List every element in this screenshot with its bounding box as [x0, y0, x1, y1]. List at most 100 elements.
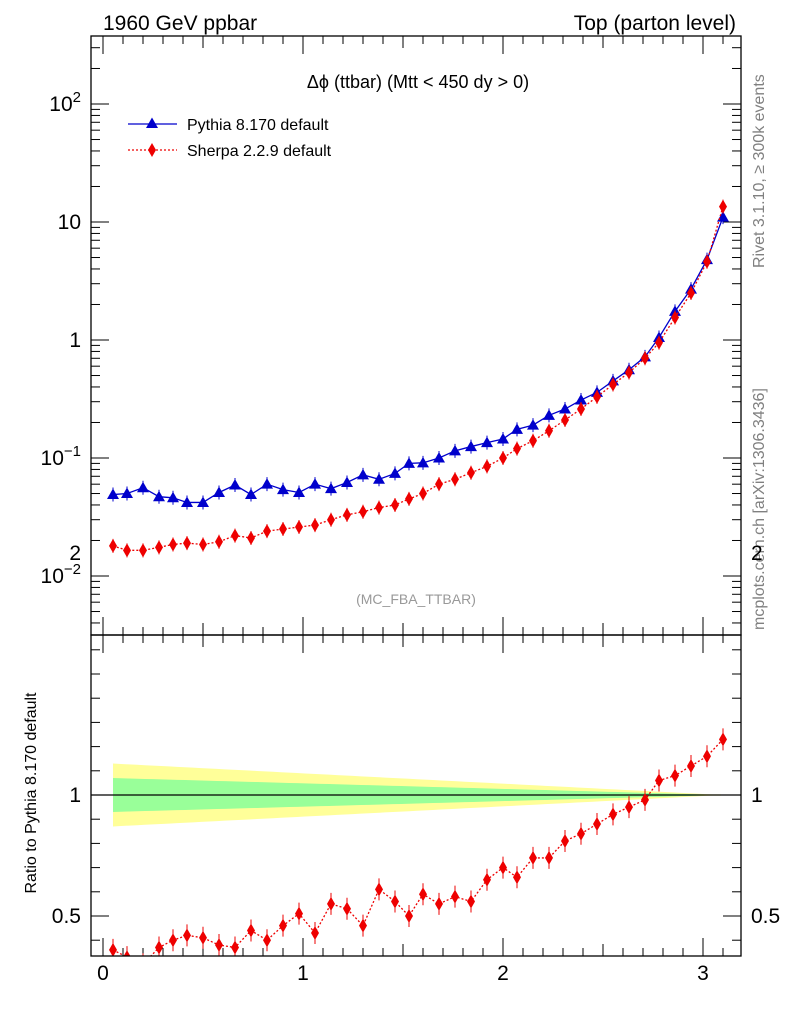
sherpa-point — [641, 351, 649, 366]
sherpa-ratio-point — [529, 850, 537, 865]
main-y-tick-labels: 10−2 10−1 1 10 102 — [41, 89, 81, 588]
legend-entry-sherpa: Sherpa 2.2.9 default — [128, 143, 332, 160]
sherpa-ratio-point — [435, 896, 443, 911]
pythia-point — [213, 486, 225, 498]
sherpa-point — [655, 335, 663, 350]
sherpa-ratio-point — [231, 940, 239, 955]
sherpa-point — [391, 497, 399, 512]
sherpa-ratio-point — [655, 773, 663, 788]
pythia-point — [357, 468, 369, 480]
sherpa-point — [529, 433, 537, 448]
pythia-point — [107, 488, 119, 500]
main-series-layer — [107, 199, 729, 558]
legend-sherpa-marker — [148, 143, 156, 157]
legend-entry-pythia: Pythia 8.170 default — [128, 117, 329, 134]
sherpa-ratio-point — [263, 933, 271, 948]
sherpa-point — [671, 310, 679, 325]
sherpa-ratio-point — [513, 870, 521, 885]
sherpa-ratio-point — [703, 749, 711, 764]
sherpa-ratio-point — [109, 942, 117, 956]
pythia-point — [559, 403, 571, 414]
sherpa-ratio-point — [247, 923, 255, 938]
pythia-point — [137, 481, 149, 493]
sherpa-ratio-point — [483, 872, 491, 887]
ratio-y-tick-label-left: 2 — [69, 542, 81, 565]
header-left: 1960 GeV ppbar — [103, 12, 257, 35]
sherpa-ratio-point — [577, 826, 585, 841]
sherpa-point — [561, 412, 569, 427]
header-right: Top (parton level) — [574, 12, 736, 35]
sherpa-point — [687, 286, 695, 301]
legend-pythia-label: Pythia 8.170 default — [187, 117, 329, 134]
pythia-point — [277, 483, 289, 495]
sherpa-point — [499, 451, 507, 465]
sherpa-ratio-point — [687, 758, 695, 773]
sherpa-point — [405, 491, 413, 506]
x-tick-label: 0 — [97, 962, 109, 985]
pythia-point — [153, 490, 165, 502]
sherpa-point — [593, 389, 601, 404]
ratio-y-tick-label-right: 1 — [751, 784, 763, 807]
sherpa-ratio-point — [467, 894, 475, 909]
ratio-bands — [91, 763, 741, 827]
sherpa-point — [513, 441, 521, 456]
sherpa-ratio-point — [327, 896, 335, 911]
sherpa-point — [327, 512, 335, 527]
sherpa-ratio-point — [183, 928, 191, 943]
sherpa-point — [247, 530, 255, 545]
main-y-tick-label: 10−2 — [41, 561, 81, 588]
sherpa-point — [279, 522, 287, 537]
ratio-y-tick-labels: 0.5 0.5 1 1 2 2 — [52, 542, 780, 928]
pythia-point — [293, 486, 305, 498]
main-y-tick-label: 10 — [58, 211, 81, 234]
sherpa-point — [263, 524, 271, 539]
ratio-series-layer — [109, 728, 727, 971]
pythia-point — [389, 467, 401, 478]
sherpa-ratio-point — [499, 860, 507, 875]
pythia-point — [309, 478, 321, 489]
pythia-point — [449, 444, 461, 456]
sherpa-point — [109, 538, 117, 553]
main-plot: Δϕ (ttbar) (Mtt < 450 dy > 0) (MC_FBA_TT… — [41, 35, 742, 636]
pythia-point — [543, 409, 555, 420]
sherpa-ratio-point — [311, 925, 319, 940]
main-y-tick-label: 1 — [69, 329, 81, 352]
pythia-point — [575, 394, 587, 405]
main-y-tick-label: 10−1 — [41, 443, 81, 470]
sherpa-point — [719, 199, 727, 214]
rivet-label: Rivet 3.1.10, ≥ 300k events — [751, 74, 768, 268]
pythia-point — [167, 491, 179, 503]
legend-pythia-marker — [146, 117, 158, 128]
ratio-frame — [90, 634, 742, 957]
ratio-plot: 0.5 0.5 1 1 2 2 0 1 2 3 Ratio to Pythia 8.170 de… — [23, 542, 780, 985]
sherpa-ratio-point — [199, 930, 207, 945]
sherpa-point — [545, 423, 553, 438]
main-y-tick-label: 102 — [49, 89, 81, 116]
sherpa-point — [703, 254, 711, 269]
sherpa-point — [231, 528, 239, 543]
sherpa-ratio-point — [295, 906, 303, 921]
pythia-point — [433, 452, 445, 463]
series-sherpa — [109, 199, 727, 558]
pythia-point — [417, 456, 429, 468]
sherpa-point — [375, 500, 383, 515]
sherpa-ratio-point — [641, 792, 649, 807]
series-sherpa-ratio — [109, 728, 727, 971]
sherpa-ratio-point — [625, 800, 633, 815]
sherpa-ratio-point — [671, 768, 679, 783]
ratio-y-axis-label: Ratio to Pythia 8.170 default — [23, 692, 40, 894]
sherpa-point — [359, 504, 367, 519]
pythia-point — [197, 496, 209, 507]
sherpa-ratio-point — [139, 957, 147, 971]
sherpa-point — [215, 534, 223, 549]
sherpa-point — [139, 543, 147, 558]
sherpa-point — [577, 402, 585, 417]
sherpa-ratio-point — [419, 887, 427, 902]
pythia-point — [481, 436, 493, 448]
ratio-y-tick-label-right: 2 — [751, 542, 763, 565]
sherpa-ratio-point — [279, 918, 287, 933]
pythia-point — [245, 488, 257, 500]
legend: Pythia 8.170 default Sherpa 2.2.9 defaul… — [128, 117, 332, 160]
ratio-axis-ticks — [91, 635, 741, 956]
sherpa-point — [435, 477, 443, 492]
